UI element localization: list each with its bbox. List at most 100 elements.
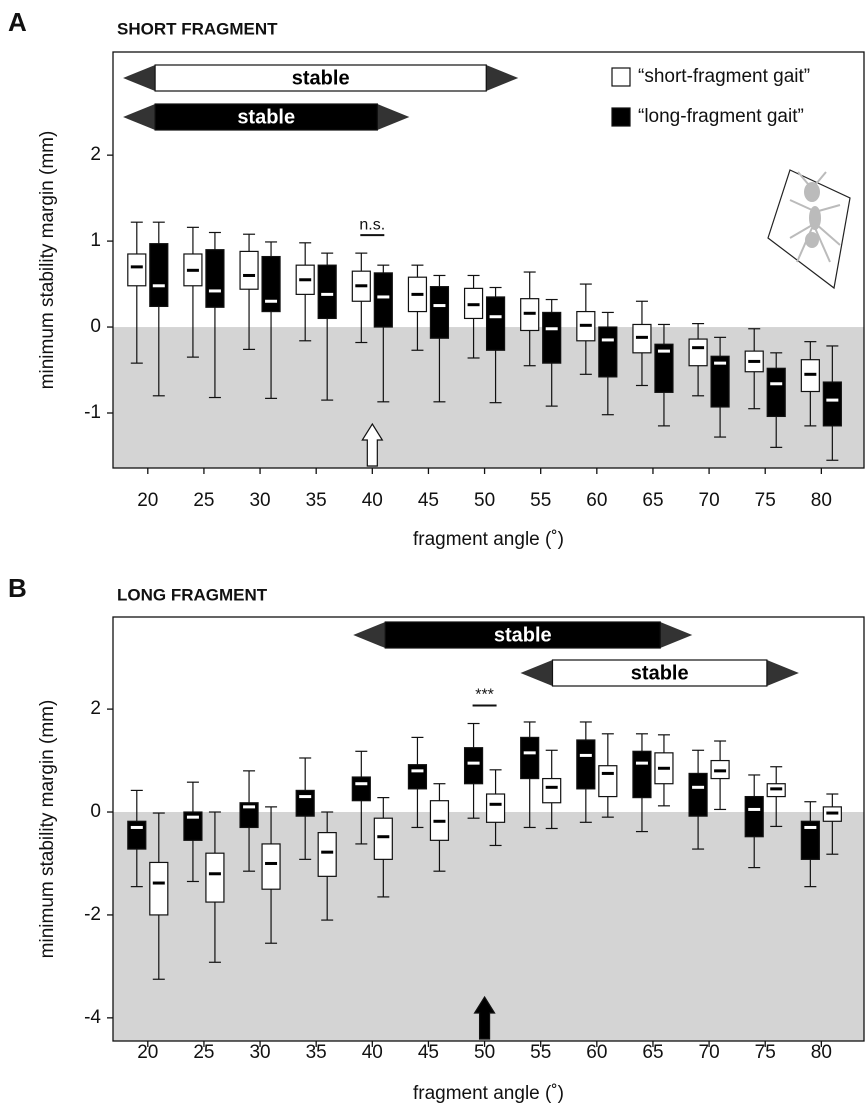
box — [373, 272, 393, 328]
x-tick-label: 30 — [249, 1042, 270, 1063]
x-tick-label: 55 — [530, 1042, 551, 1063]
x-tick-label: 60 — [586, 490, 607, 511]
box — [149, 861, 169, 916]
legend-swatch — [611, 107, 631, 127]
box — [149, 243, 169, 308]
x-tick-label: 75 — [755, 1042, 776, 1063]
box — [183, 811, 203, 841]
y-tick-label: 2 — [90, 144, 101, 165]
stable-label: stable — [237, 106, 295, 128]
panel-letter: B — [8, 573, 27, 603]
x-tick-label: 70 — [699, 490, 720, 511]
panel-title: SHORT FRAGMENT — [117, 19, 278, 38]
x-tick-label: 45 — [418, 490, 439, 511]
panel-title: LONG FRAGMENT — [117, 585, 268, 604]
x-tick-label: 35 — [306, 490, 327, 511]
legend-label: “short-fragment gait” — [638, 66, 810, 87]
x-tick-label: 65 — [642, 1042, 663, 1063]
x-tick-label: 20 — [137, 1042, 158, 1063]
box — [542, 777, 562, 804]
box — [688, 772, 708, 817]
ant-icon — [789, 171, 841, 263]
box — [485, 793, 506, 823]
box — [317, 264, 337, 320]
box — [205, 852, 225, 903]
box — [485, 296, 506, 351]
box — [598, 765, 618, 798]
x-tick-label: 65 — [642, 490, 663, 511]
x-tick-label: 40 — [362, 1042, 383, 1063]
plot-frame — [112, 616, 865, 1042]
box — [688, 338, 708, 367]
stable-label: stable — [631, 662, 689, 684]
x-axis-label: fragment angle (˚) — [413, 529, 564, 550]
stable-label: stable — [494, 624, 552, 646]
inset-outline — [767, 169, 851, 290]
box — [261, 843, 281, 890]
box — [463, 747, 484, 785]
box — [317, 832, 337, 877]
y-tick-label: -4 — [84, 1007, 101, 1028]
box — [295, 789, 315, 817]
x-tick-label: 35 — [306, 1042, 327, 1063]
legend-swatch — [611, 67, 631, 87]
stable-bar — [384, 621, 661, 649]
box — [239, 802, 259, 829]
box — [407, 764, 428, 790]
x-tick-label: 30 — [249, 490, 270, 511]
x-tick-label: 50 — [474, 490, 495, 511]
x-tick-label: 80 — [811, 490, 832, 511]
stable-bar — [154, 64, 487, 92]
x-tick-label: 60 — [586, 1042, 607, 1063]
box — [744, 795, 764, 838]
box — [239, 250, 259, 290]
y-axis-label: minimum stability margin (mm) — [37, 700, 58, 959]
y-tick-label: 0 — [90, 316, 101, 337]
x-tick-label: 20 — [137, 490, 158, 511]
plot-frame — [112, 51, 865, 469]
x-tick-label: 45 — [418, 1042, 439, 1063]
x-tick-label: 40 — [362, 490, 383, 511]
stable-label: stable — [292, 67, 350, 89]
box — [800, 820, 820, 860]
box — [373, 817, 393, 860]
box — [710, 355, 730, 408]
box — [542, 311, 562, 364]
x-axis-label: fragment angle (˚) — [413, 1083, 564, 1104]
x-tick-label: 50 — [474, 1042, 495, 1063]
y-tick-label: -2 — [84, 904, 101, 925]
x-tick-label: 25 — [193, 1042, 214, 1063]
box — [576, 739, 596, 790]
box — [632, 750, 652, 799]
box — [205, 249, 225, 308]
stable-bar — [551, 659, 768, 687]
y-tick-label: 0 — [90, 801, 101, 822]
x-tick-label: 25 — [193, 490, 214, 511]
pointer-arrow — [473, 995, 496, 1040]
x-tick-label: 80 — [811, 1042, 832, 1063]
pointer-arrow — [361, 422, 384, 467]
box — [127, 820, 147, 850]
box — [429, 286, 450, 339]
y-tick-label: 1 — [90, 230, 101, 251]
x-tick-label: 70 — [699, 1042, 720, 1063]
legend-label: “long-fragment gait” — [638, 106, 804, 127]
significance-label: *** — [475, 687, 494, 704]
x-tick-label: 55 — [530, 490, 551, 511]
box — [261, 255, 281, 313]
box — [520, 736, 540, 780]
x-tick-label: 75 — [755, 490, 776, 511]
box — [127, 253, 147, 287]
y-axis-label: minimum stability margin (mm) — [37, 131, 58, 390]
y-tick-label: 2 — [90, 698, 101, 719]
ant-inset — [767, 169, 851, 290]
box — [822, 381, 842, 427]
panel-letter: A — [8, 7, 27, 37]
box — [766, 367, 786, 418]
box — [654, 343, 674, 393]
box — [598, 326, 618, 378]
box — [351, 776, 371, 802]
stable-bar — [154, 103, 378, 131]
